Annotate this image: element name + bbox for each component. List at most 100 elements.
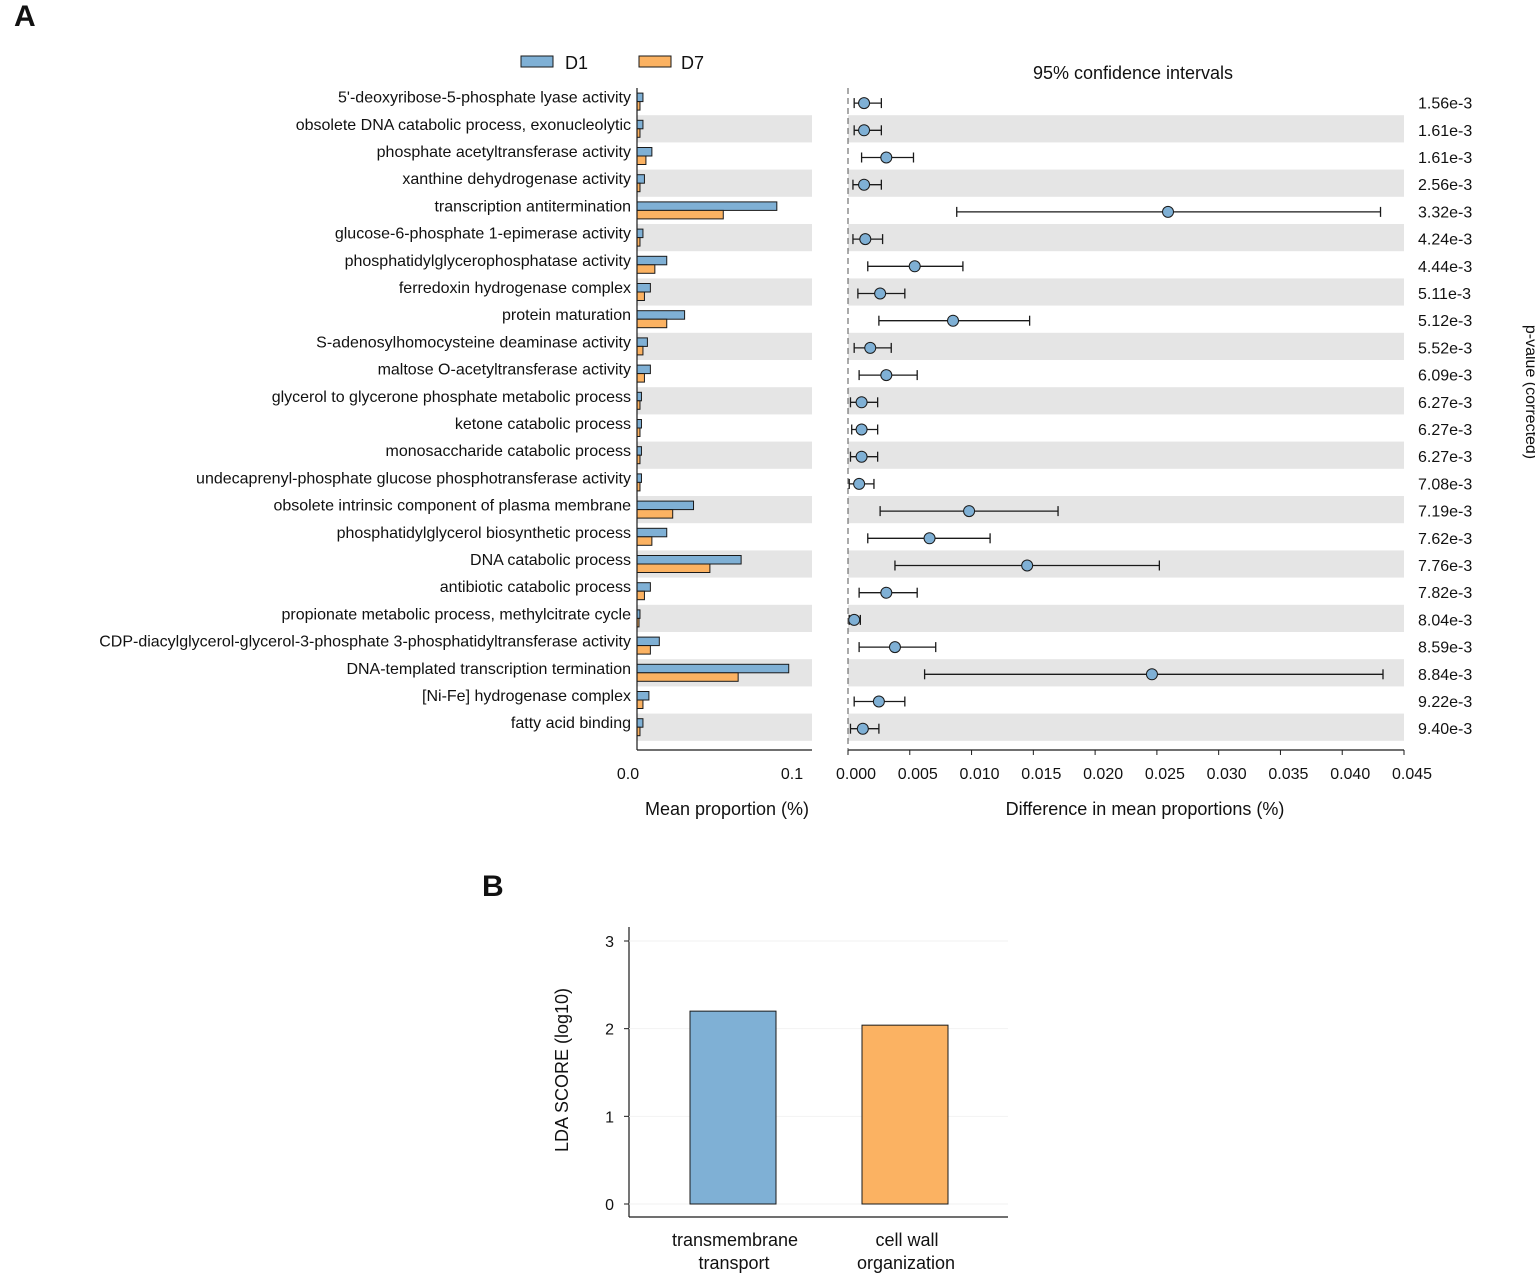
bar-d1: [636, 473, 642, 483]
p-value-label: 9.22e-3: [1418, 694, 1472, 711]
row-label: propionate metabolic process, methylcitr…: [282, 606, 632, 623]
row-label: obsolete DNA catabolic process, exonucle…: [296, 117, 631, 134]
ci-x-tick-label: 0.045: [1392, 766, 1432, 783]
lda-y-tick-label: 0: [605, 1197, 614, 1214]
row-label: phosphatidylglycerol biosynthetic proces…: [337, 525, 631, 542]
ci-point: [856, 722, 869, 735]
row-label: ferredoxin hydrogenase complex: [399, 280, 631, 297]
ci-point: [908, 260, 921, 273]
panel-b-label: B: [482, 870, 504, 903]
bar-d1: [636, 364, 651, 375]
p-value-label: 1.56e-3: [1418, 96, 1472, 113]
bar-d1: [636, 119, 644, 130]
ci-row-stripe: [848, 169, 1404, 197]
bar-row-stripe: [637, 332, 812, 360]
bar-d7: [636, 264, 656, 274]
row-label: phosphate acetyltransferase activity: [377, 144, 631, 161]
lda-category-label: cell wall: [875, 1230, 938, 1250]
p-value-label: 7.62e-3: [1418, 531, 1472, 548]
p-value-label: 8.84e-3: [1418, 667, 1472, 684]
p-value-label: 3.32e-3: [1418, 204, 1472, 221]
row-label: glucose-6-phosphate 1-epimerase activity: [335, 226, 631, 243]
ci-x-tick-label: 0.020: [1083, 766, 1123, 783]
ci-point: [864, 341, 877, 354]
ci-point: [855, 396, 868, 409]
bar-d1: [636, 310, 686, 320]
p-value-label: 4.24e-3: [1418, 232, 1472, 249]
row-label: ketone catabolic process: [455, 416, 631, 433]
ci-row-stripe: [848, 496, 1404, 524]
bar-row-stripe: [637, 604, 812, 632]
p-value-label: 7.08e-3: [1418, 476, 1472, 493]
bar-d7: [636, 699, 644, 709]
bar-d1: [636, 228, 644, 239]
ci-x-tick-label: 0.010: [960, 766, 1000, 783]
ci-point: [923, 532, 936, 545]
ci-row-stripe: [848, 115, 1404, 143]
row-label: undecaprenyl-phosphate glucose phosphotr…: [196, 470, 631, 487]
p-value-label: 6.27e-3: [1418, 395, 1472, 412]
bar-row-stripe: [637, 713, 812, 741]
bar-d7: [636, 291, 645, 301]
bar-row-stripe: [637, 441, 812, 469]
ci-point: [855, 450, 868, 463]
ci-point: [880, 151, 893, 164]
row-label: maltose O-acetyltransferase activity: [378, 362, 631, 379]
bar-d7: [636, 672, 739, 682]
row-label: CDP-diacylglycerol-glycerol-3-phosphate …: [99, 634, 631, 651]
bar-row-stripe: [637, 115, 812, 143]
bar-d1: [636, 147, 653, 157]
p-value-labels: 1.56e-3 1.61e-3 1.61e-3 2.56e-3 3.32e-3 4.24e…: [1418, 96, 1472, 739]
ci-x-tick-label: 0.040: [1330, 766, 1370, 783]
p-value-label: 2.56e-3: [1418, 177, 1472, 194]
ci-x-tick-label: 0.015: [1021, 766, 1061, 783]
p-value-label: 7.76e-3: [1418, 558, 1472, 575]
ci-point: [1021, 559, 1034, 572]
row-label: S-adenosylhomocysteine deaminase activit…: [316, 334, 631, 351]
bar-row-stripe: [637, 278, 812, 306]
ci-row-stripe: [848, 278, 1404, 306]
ci-row-stripe: [848, 387, 1404, 415]
row-label: phosphatidylglycerophosphatase activity: [345, 253, 631, 270]
bar-d7: [636, 590, 645, 601]
bar-d7: [636, 155, 647, 165]
row-label: protein maturation: [502, 307, 631, 324]
row-label: obsolete intrinsic component of plasma m…: [273, 498, 631, 515]
lda-y-tick-label: 3: [605, 934, 614, 951]
p-value-label: 6.09e-3: [1418, 368, 1472, 385]
row-label: glycerol to glycerone phosphate metaboli…: [272, 389, 631, 406]
bar-row-stripe: [637, 169, 812, 197]
bar-d1: [636, 527, 668, 538]
p-value-axis-title: p-value (corrected): [1522, 325, 1535, 459]
p-value-label: 4.44e-3: [1418, 259, 1472, 276]
ci-row-stripe: [848, 604, 1404, 632]
row-label: DNA-templated transcription termination: [346, 661, 631, 678]
ci-row-stripe: [848, 550, 1404, 578]
row-label: transcription antitermination: [434, 198, 631, 215]
row-label: 5'-deoxyribose-5-phosphate lyase activit…: [338, 90, 631, 107]
legend-label-d7: D7: [681, 53, 704, 73]
bar-d7: [636, 373, 645, 383]
bar-d1: [636, 691, 650, 701]
ci-x-tick-label: 0.025: [1145, 766, 1185, 783]
row-label: xanthine dehydrogenase activity: [402, 171, 631, 188]
row-label: DNA catabolic process: [470, 552, 631, 569]
ci-x-tick-label: 0.035: [1268, 766, 1308, 783]
p-value-label: 9.40e-3: [1418, 721, 1472, 738]
ci-point: [947, 314, 960, 327]
p-value-label: 8.59e-3: [1418, 640, 1472, 657]
bar-x-ticks: 0.0 0.1: [617, 766, 803, 783]
lda-category-labels: transmembrane transport cell wall organizat…: [672, 1230, 955, 1273]
bar-row-stripe: [637, 224, 812, 252]
ci-point: [1162, 205, 1175, 218]
p-value-label: 5.11e-3: [1418, 286, 1471, 303]
lda-chart: 0 1 2 3 transmembrane transport cell wall orga…: [552, 927, 1008, 1273]
ci-point: [858, 97, 871, 110]
lda-category-label: organization: [857, 1253, 955, 1273]
p-value-label: 6.27e-3: [1418, 449, 1472, 466]
bar-d1: [636, 337, 648, 347]
lda-bar: [689, 1010, 777, 1205]
lda-bar: [861, 1024, 949, 1205]
legend-label-d1: D1: [565, 53, 588, 73]
bar-d1: [636, 391, 642, 402]
